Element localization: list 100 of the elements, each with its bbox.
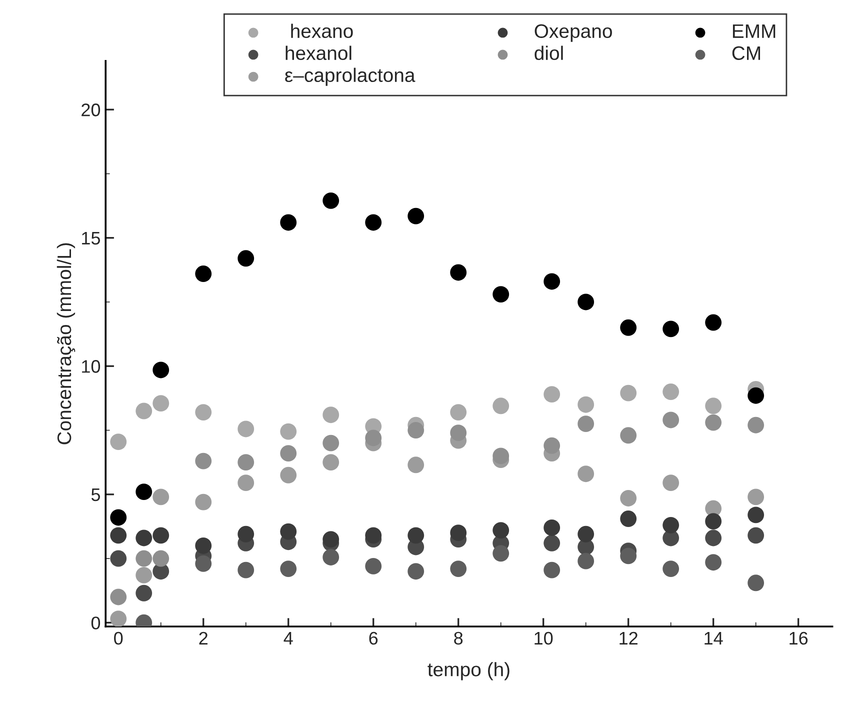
point (152, 527, 170, 544)
point (280, 466, 297, 484)
x-tick-label: 0 (114, 632, 123, 645)
point (238, 474, 254, 492)
point (322, 192, 340, 209)
point (136, 484, 152, 500)
point (578, 526, 594, 542)
y-tick-label: 10 (82, 360, 100, 373)
x-tick-label: 10 (534, 632, 553, 645)
point (705, 513, 722, 530)
point (450, 560, 467, 577)
point (195, 494, 212, 510)
point (365, 558, 382, 574)
legend-label: CM (732, 46, 760, 60)
point (408, 456, 424, 474)
point (195, 266, 212, 282)
point (195, 537, 212, 554)
legend-label: Oxepano (534, 24, 612, 42)
point (578, 466, 594, 482)
point (662, 560, 680, 577)
point (662, 320, 680, 338)
point (152, 362, 170, 378)
point (152, 550, 170, 567)
point (544, 437, 560, 454)
point (280, 523, 297, 540)
point (195, 404, 212, 421)
y-tick-label: 5 (91, 488, 100, 502)
point (492, 522, 510, 539)
point (238, 526, 254, 542)
point (136, 584, 152, 602)
point (322, 434, 340, 452)
x-tick-label: 6 (369, 632, 378, 645)
point (578, 294, 594, 310)
point (408, 527, 424, 544)
point (280, 560, 297, 577)
point (705, 398, 722, 414)
point (620, 548, 637, 564)
point (492, 545, 510, 562)
legend-label: EMM (732, 24, 776, 38)
point (620, 384, 637, 402)
legend-label: hexano (291, 24, 353, 38)
point (280, 423, 297, 440)
point (544, 386, 560, 403)
point (705, 414, 722, 431)
x-tick-label: 2 (199, 632, 208, 644)
point (578, 416, 594, 432)
point (365, 430, 382, 446)
point (450, 524, 467, 542)
point (620, 510, 637, 527)
point (578, 396, 594, 413)
point (450, 424, 467, 442)
point (705, 530, 722, 546)
point (408, 208, 424, 224)
x-tick-label: 12 (620, 632, 638, 644)
point (238, 562, 254, 578)
point (136, 550, 152, 567)
point (492, 286, 510, 303)
point (620, 319, 637, 336)
point (195, 555, 212, 572)
point (110, 527, 127, 544)
point (322, 406, 340, 424)
point (748, 527, 764, 544)
point (110, 434, 127, 450)
point (152, 395, 170, 412)
point (748, 387, 764, 404)
legend-label: ε–caprolactona (285, 68, 416, 86)
point (195, 452, 212, 470)
point (238, 250, 254, 267)
point (662, 474, 680, 492)
point (136, 566, 152, 584)
y-axis-title: Concentração (mmol/L) (56, 243, 76, 444)
point (620, 427, 637, 444)
point (492, 398, 510, 414)
point (544, 520, 560, 536)
y-tick-label: 0 (91, 616, 100, 630)
point (238, 454, 254, 471)
point (705, 314, 722, 331)
point (450, 264, 467, 281)
point (705, 554, 722, 571)
point (662, 412, 680, 428)
point (748, 416, 764, 434)
point (152, 488, 170, 506)
point (620, 490, 637, 506)
y-tick-label: 15 (82, 232, 100, 245)
point (136, 530, 152, 546)
point (110, 550, 127, 567)
y-tick-label: 20 (82, 104, 100, 116)
point (110, 509, 127, 526)
point (492, 448, 510, 464)
x-tick-label: 16 (790, 632, 808, 645)
x-axis-title: tempo (h) (428, 662, 510, 680)
point (322, 531, 340, 548)
point (662, 384, 680, 400)
legend-label: diol (534, 46, 563, 60)
point (408, 422, 424, 438)
point (544, 273, 560, 290)
point (280, 214, 297, 231)
point (365, 214, 382, 231)
point (136, 402, 152, 420)
point (544, 562, 560, 578)
